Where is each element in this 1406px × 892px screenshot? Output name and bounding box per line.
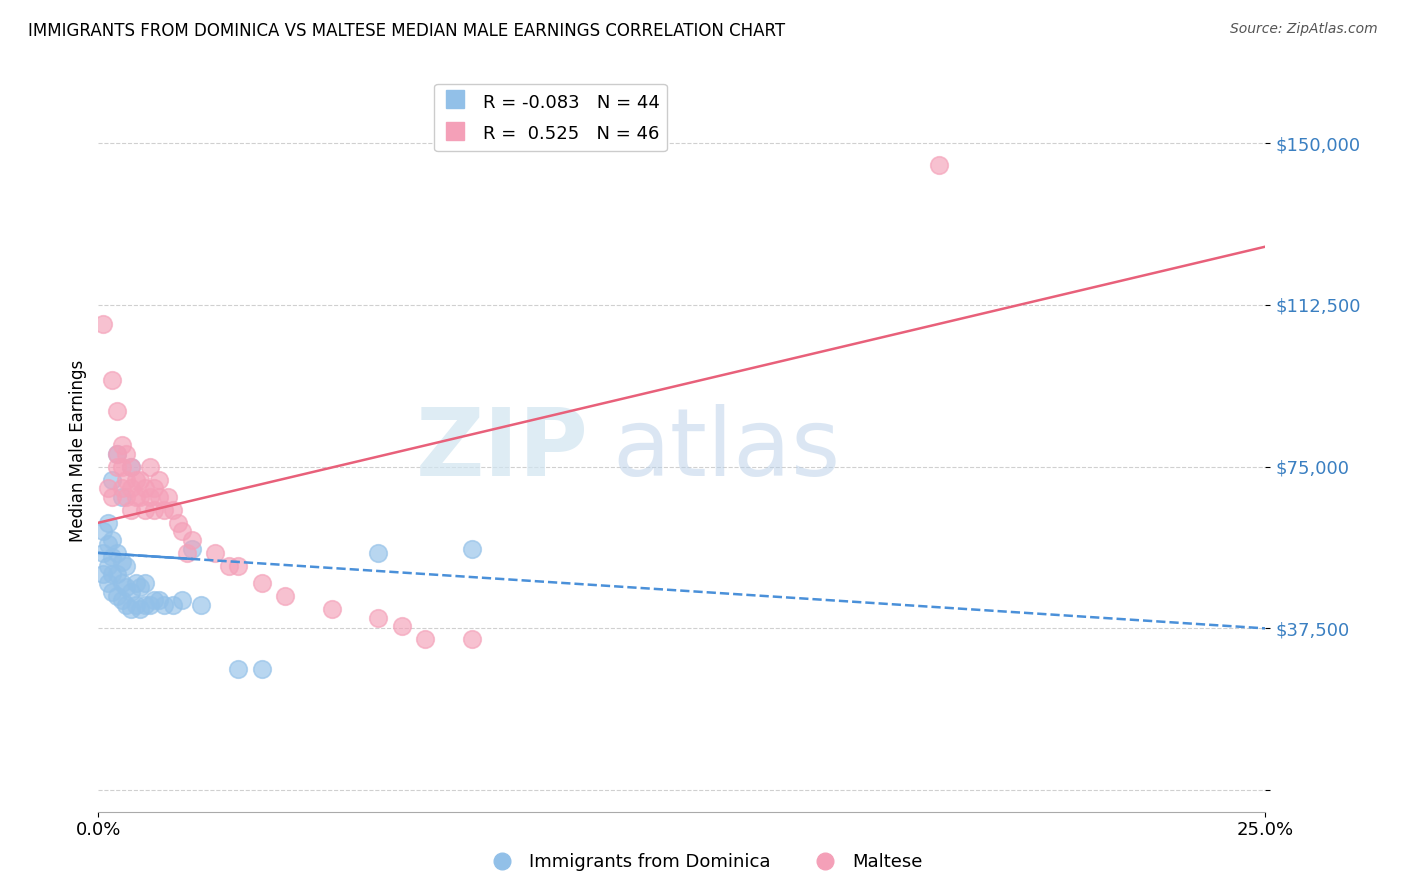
- Point: [91, 546, 114, 560]
- Text: IMMIGRANTS FROM DOMINICA VS MALTESE MEDIAN MALE EARNINGS CORRELATION CHART: IMMIGRANTS FROM DOMINICA VS MALTESE MEDI…: [28, 22, 785, 40]
- Point: [928, 158, 950, 172]
- Point: [120, 602, 142, 616]
- Point: [157, 490, 180, 504]
- Text: Source: ZipAtlas.com: Source: ZipAtlas.com: [1230, 22, 1378, 37]
- Point: [134, 598, 156, 612]
- Point: [134, 502, 156, 516]
- Point: [111, 438, 134, 452]
- Point: [134, 576, 156, 591]
- Point: [180, 541, 202, 556]
- Point: [115, 447, 138, 461]
- Point: [97, 516, 120, 530]
- Point: [105, 589, 128, 603]
- Point: [105, 447, 128, 461]
- Point: [125, 598, 148, 612]
- Point: [105, 567, 128, 582]
- Point: [120, 584, 142, 599]
- Text: atlas: atlas: [612, 404, 841, 497]
- Point: [143, 502, 166, 516]
- Point: [125, 473, 148, 487]
- Point: [91, 524, 114, 539]
- Point: [148, 473, 170, 487]
- Point: [91, 318, 114, 332]
- Point: [111, 481, 134, 495]
- Point: [204, 546, 226, 560]
- Y-axis label: Median Male Earnings: Median Male Earnings: [69, 359, 87, 541]
- Point: [218, 558, 240, 573]
- Point: [120, 459, 142, 474]
- Point: [105, 459, 128, 474]
- Point: [143, 593, 166, 607]
- Point: [101, 567, 124, 582]
- Point: [115, 598, 138, 612]
- Legend: Immigrants from Dominica, Maltese: Immigrants from Dominica, Maltese: [477, 847, 929, 879]
- Point: [190, 598, 212, 612]
- Point: [172, 524, 194, 539]
- Point: [111, 555, 134, 569]
- Point: [101, 584, 124, 599]
- Point: [125, 576, 148, 591]
- Point: [413, 632, 436, 647]
- Point: [148, 593, 170, 607]
- Point: [105, 546, 128, 560]
- Point: [125, 490, 148, 504]
- Point: [101, 373, 124, 387]
- Point: [172, 593, 194, 607]
- Point: [461, 632, 484, 647]
- Point: [461, 541, 484, 556]
- Point: [148, 490, 170, 504]
- Point: [111, 490, 134, 504]
- Point: [139, 598, 162, 612]
- Point: [152, 598, 174, 612]
- Point: [105, 447, 128, 461]
- Point: [143, 481, 166, 495]
- Point: [97, 481, 120, 495]
- Point: [129, 581, 152, 595]
- Point: [162, 502, 184, 516]
- Point: [120, 459, 142, 474]
- Point: [367, 610, 389, 624]
- Point: [101, 550, 124, 565]
- Point: [274, 589, 297, 603]
- Point: [391, 619, 413, 633]
- Point: [101, 533, 124, 547]
- Point: [152, 502, 174, 516]
- Point: [111, 593, 134, 607]
- Point: [115, 558, 138, 573]
- Point: [162, 598, 184, 612]
- Point: [97, 576, 120, 591]
- Point: [176, 546, 198, 560]
- Point: [105, 403, 128, 417]
- Point: [367, 546, 389, 560]
- Point: [134, 481, 156, 495]
- Point: [129, 602, 152, 616]
- Point: [228, 662, 250, 676]
- Point: [101, 490, 124, 504]
- Point: [250, 662, 273, 676]
- Point: [321, 602, 343, 616]
- Point: [115, 581, 138, 595]
- Point: [228, 558, 250, 573]
- Point: [139, 490, 162, 504]
- Point: [250, 576, 273, 591]
- Point: [115, 473, 138, 487]
- Point: [139, 459, 162, 474]
- Point: [97, 537, 120, 551]
- Point: [97, 558, 120, 573]
- Point: [101, 473, 124, 487]
- Point: [166, 516, 188, 530]
- Point: [115, 490, 138, 504]
- Point: [180, 533, 202, 547]
- Text: ZIP: ZIP: [416, 404, 589, 497]
- Point: [120, 502, 142, 516]
- Point: [129, 473, 152, 487]
- Point: [120, 481, 142, 495]
- Legend: R = -0.083   N = 44, R =  0.525   N = 46: R = -0.083 N = 44, R = 0.525 N = 46: [434, 84, 666, 152]
- Point: [111, 459, 134, 474]
- Point: [91, 567, 114, 582]
- Point: [111, 576, 134, 591]
- Point: [129, 490, 152, 504]
